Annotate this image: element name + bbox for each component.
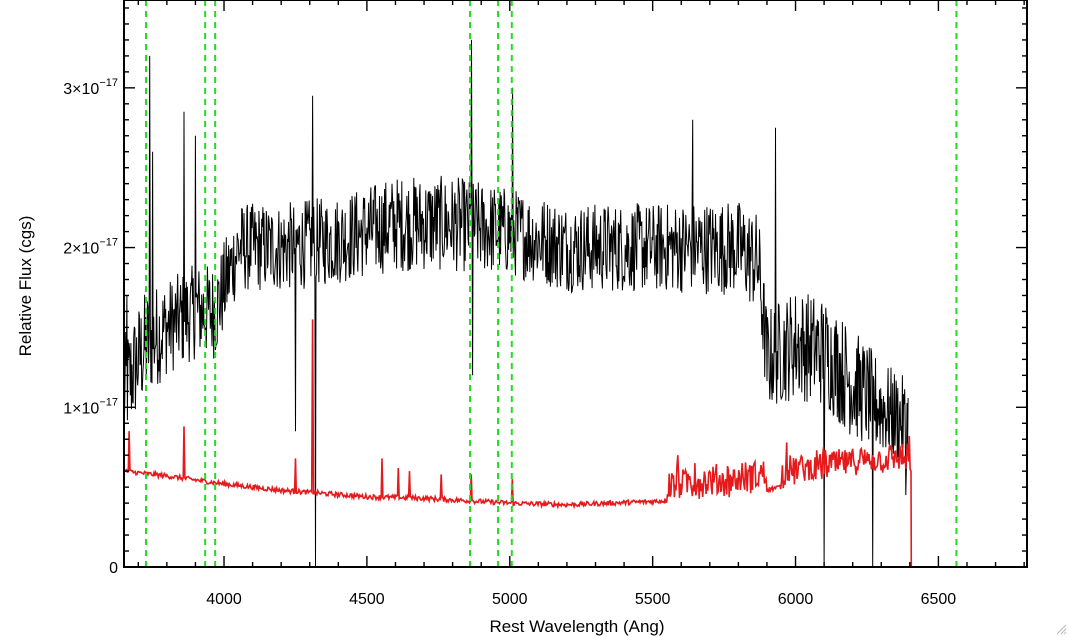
- y-tick-label: 3×10−17: [63, 77, 118, 98]
- y-tick-label: 0: [109, 560, 118, 577]
- x-tick-label: 4000: [206, 591, 242, 608]
- resize-grip-icon[interactable]: [1055, 623, 1067, 635]
- x-tick-label: 4500: [349, 591, 385, 608]
- axes: 4000 4500 5000 5500 6000 6500 0 1×10−17 2×10−17 3…: [63, 0, 1028, 608]
- x-axis-title: Rest Wavelength (Ang): [489, 617, 664, 636]
- y-axis-title: Relative Flux (cgs): [16, 216, 35, 357]
- model-spectrum-line: [124, 319, 1027, 567]
- observed-spectrum-line: [124, 39, 909, 567]
- x-tick-label: 5000: [492, 591, 528, 608]
- x-tick-label: 5500: [635, 591, 671, 608]
- y-tick-label: 2×10−17: [63, 237, 118, 258]
- plot-area: [124, 0, 1027, 567]
- y-tick-label: 1×10−17: [63, 396, 118, 417]
- x-tick-label: 6000: [778, 591, 814, 608]
- plot-frame: [123, 0, 1028, 568]
- x-tick-label: 6500: [921, 591, 957, 608]
